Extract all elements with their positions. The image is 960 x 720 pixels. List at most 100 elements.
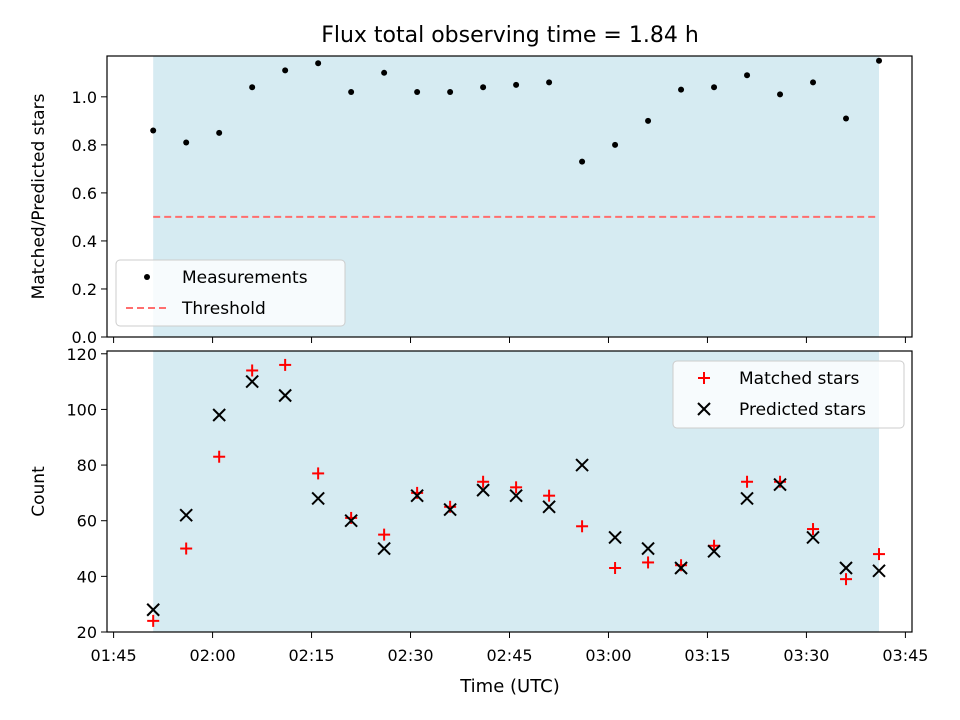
x-tick-label: 03:15 — [684, 646, 730, 665]
predicted-stars-point — [212, 408, 226, 422]
x-stroke — [443, 502, 457, 517]
x-stroke — [410, 488, 424, 503]
x-tick-label: 02:15 — [288, 646, 334, 665]
legend-measurement-swatch — [144, 274, 150, 280]
predicted-stars-point — [146, 603, 160, 617]
y-tick-label: 80 — [77, 456, 97, 475]
predicted-stars-point — [410, 488, 424, 503]
y-tick-label: 40 — [77, 567, 97, 586]
y-tick-label: 0.4 — [72, 232, 97, 251]
predicted-stars-point — [443, 502, 457, 517]
x-stroke — [278, 388, 292, 403]
x-stroke — [509, 488, 523, 503]
predicted-stars-point — [839, 561, 853, 575]
predicted-stars-point — [311, 491, 325, 506]
legend-label: Predicted stars — [739, 400, 866, 420]
measurement-point — [183, 139, 190, 146]
matched-stars-point — [279, 358, 292, 371]
matched-stars-point — [147, 614, 160, 627]
measurement-point — [216, 129, 223, 136]
measurement-point — [414, 89, 421, 96]
measurement-point — [447, 89, 454, 96]
x-stroke — [674, 561, 688, 575]
measurement-point — [777, 91, 784, 98]
measurement-point — [744, 72, 751, 79]
x-tick-label: 02:00 — [190, 646, 236, 665]
measurement-point — [579, 158, 586, 165]
y-tick-label: 1.0 — [72, 88, 97, 107]
matched-stars-point — [543, 489, 556, 502]
legend: Measurements Threshold — [115, 259, 346, 327]
measurement-point — [282, 67, 289, 74]
predicted-stars-point — [179, 508, 193, 522]
x-stroke — [344, 514, 358, 528]
y-tick-label: 0.6 — [72, 184, 97, 203]
matched-stars-point — [246, 364, 259, 377]
y-axis-label: Count — [29, 466, 49, 517]
matched-stars-point — [510, 481, 523, 494]
y-tick-label: 100 — [66, 400, 97, 419]
predicted-stars-point — [377, 541, 391, 556]
matched-stars-point — [576, 520, 589, 533]
predicted-stars-point — [707, 544, 721, 559]
predicted-stars-point — [542, 500, 556, 514]
predicted-stars-point — [278, 388, 292, 403]
legend-label: Threshold — [181, 299, 266, 319]
y-tick-label: 120 — [66, 345, 97, 364]
matched-stars-point — [840, 573, 853, 586]
matched-stars-point — [180, 542, 193, 555]
predicted-stars-point — [476, 483, 490, 497]
axes-frame — [106, 350, 913, 633]
x-stroke — [839, 561, 853, 575]
matched-stars-point — [741, 475, 754, 488]
measurement-point — [348, 89, 355, 96]
x-stroke — [575, 458, 589, 472]
y-tick-label: 0.0 — [72, 328, 97, 347]
y-tick-label: 60 — [77, 512, 97, 531]
x-stroke — [476, 483, 490, 497]
measurement-point — [678, 86, 685, 93]
x-stroke — [179, 508, 193, 522]
measurement-point — [876, 57, 883, 64]
x-stroke — [707, 544, 721, 559]
x-tick-label: 02:45 — [486, 646, 532, 665]
predicted-stars-point — [872, 564, 886, 578]
measurement-point — [843, 115, 850, 122]
measurement-point — [513, 81, 520, 88]
chart-title: Flux total observing time = 1.84 h — [321, 23, 699, 48]
x-stroke — [608, 530, 622, 545]
measurement-point — [150, 127, 157, 134]
x-stroke — [377, 541, 391, 556]
legend-label: Matched stars — [739, 369, 859, 389]
x-stroke — [146, 603, 160, 617]
x-stroke — [542, 500, 556, 514]
x-axis-label: Time (UTC) — [459, 676, 560, 697]
x-stroke — [872, 564, 886, 578]
x-stroke — [245, 374, 259, 389]
matched-stars-point — [213, 450, 226, 463]
measurement-point — [546, 79, 553, 86]
x-stroke — [773, 477, 787, 492]
x-tick-label: 03:45 — [882, 646, 928, 665]
legend-frame — [115, 259, 346, 327]
matched-stars-point — [477, 475, 490, 488]
bottom-panel: 20 40 60 80 100 120 01:45 02:00 02:15 02:30 02:45 0… — [29, 345, 928, 665]
y-tick-label: 0.8 — [72, 136, 97, 155]
measurement-point — [612, 141, 619, 148]
y-axis-label: Matched/Predicted stars — [29, 93, 49, 299]
measurement-point — [810, 79, 817, 86]
measurement-point — [315, 60, 322, 67]
x-tick-label: 03:00 — [585, 646, 631, 665]
legend-frame — [672, 360, 905, 429]
predicted-stars-point — [674, 561, 688, 575]
legend: Matched stars Predicted stars — [672, 360, 905, 429]
x-stroke — [740, 491, 754, 506]
matched-stars-point — [609, 562, 622, 575]
measurement-point — [711, 84, 718, 91]
x-tick-label: 02:30 — [387, 646, 433, 665]
x-tick-label: 03:30 — [783, 646, 829, 665]
predicted-stars-point — [608, 530, 622, 545]
predicted-stars-point — [509, 488, 523, 503]
y-tick-label: 20 — [77, 623, 97, 642]
